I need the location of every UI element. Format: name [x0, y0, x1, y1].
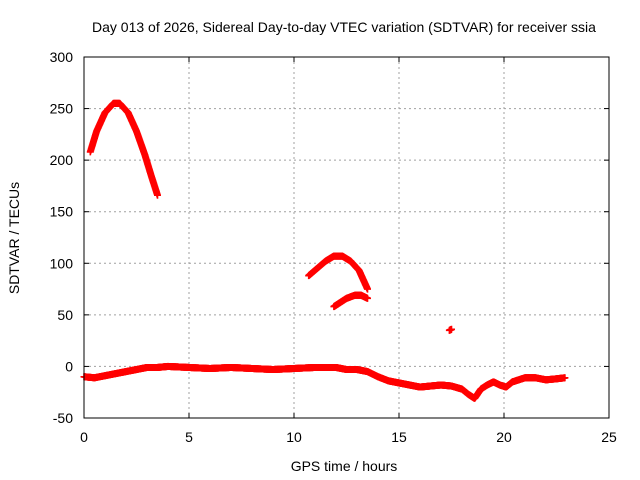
data-point-marker — [364, 294, 371, 302]
series-baseline — [80, 362, 569, 402]
x-tick-label: 5 — [185, 429, 193, 445]
y-tick-label: 50 — [57, 307, 73, 323]
series-arc-3 — [330, 291, 371, 311]
chart-title: Day 013 of 2026, Sidereal Day-to-day VTE… — [92, 19, 596, 35]
y-tick-label: 300 — [50, 49, 74, 65]
series-arc-1 — [86, 99, 161, 199]
data-point-marker — [154, 191, 161, 199]
grid — [84, 57, 609, 418]
x-tick-label: 20 — [496, 429, 512, 445]
data-point-marker — [364, 285, 371, 293]
y-axis-label: SDTVAR / TECUs — [6, 182, 22, 294]
y-tick-label: -50 — [53, 410, 73, 426]
y-tick-label: 250 — [50, 101, 74, 117]
y-tick-label: 100 — [50, 255, 74, 271]
x-tick-label: 10 — [286, 429, 302, 445]
axes: 0 5 10 15 20 25 -50 0 50 100 150 200 250 300 — [50, 49, 617, 445]
y-tick-label: 0 — [65, 358, 73, 374]
plot-frame — [83, 56, 610, 419]
y-tick-label: 150 — [50, 204, 74, 220]
data-marks — [80, 99, 569, 402]
series-arc-2 — [305, 252, 371, 293]
x-tick-label: 25 — [601, 429, 617, 445]
y-tick-label: 200 — [50, 152, 74, 168]
x-tick-label: 0 — [80, 429, 88, 445]
data-point-marker — [448, 325, 455, 333]
x-tick-label: 15 — [391, 429, 407, 445]
data-point-marker — [561, 374, 569, 382]
x-axis-label: GPS time / hours — [291, 458, 398, 474]
series-arc-4 — [445, 325, 455, 334]
